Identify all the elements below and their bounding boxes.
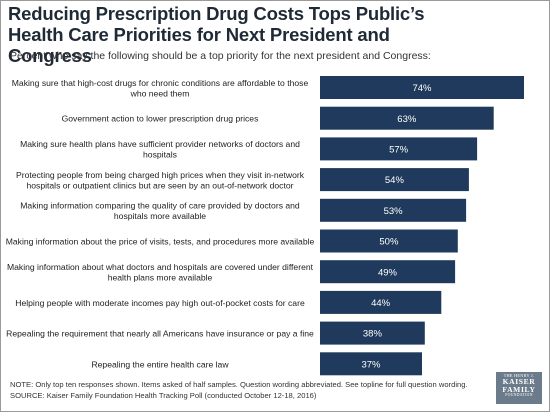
source-text: SOURCE: Kaiser Family Foundation Health … bbox=[10, 390, 317, 400]
bar-value-label: 74% bbox=[412, 83, 432, 94]
bar bbox=[320, 198, 467, 222]
chart-title: Reducing Prescription Drug Costs Tops Pu… bbox=[8, 3, 425, 66]
bar bbox=[320, 229, 458, 253]
chart-subtitle: Percent who say the following should be … bbox=[10, 50, 431, 62]
bar-value-label: 54% bbox=[385, 175, 405, 186]
category-label: Repealing the entire health care law bbox=[91, 359, 229, 369]
bar-value-label: 37% bbox=[361, 359, 381, 370]
category-label: Repealing the requirement that nearly al… bbox=[6, 329, 314, 339]
category-label: Making information about what doctors an… bbox=[7, 262, 314, 283]
category-label: Government action to lower prescription … bbox=[62, 114, 259, 124]
bar-value-label: 49% bbox=[378, 267, 398, 278]
bar bbox=[320, 352, 422, 376]
kff-logo: THE HENRY J. KAISER FAMILY FOUNDATION bbox=[496, 372, 542, 404]
bar bbox=[320, 137, 478, 161]
bar-value-label: 53% bbox=[384, 206, 404, 217]
bar bbox=[320, 168, 469, 192]
chart-footnotes: NOTE: Only top ten responses shown. Item… bbox=[10, 380, 500, 401]
category-label: Making sure that high-cost drugs for chr… bbox=[12, 78, 309, 99]
note-text: NOTE: Only top ten responses shown. Item… bbox=[10, 380, 468, 389]
bar-value-label: 57% bbox=[389, 145, 409, 156]
category-label: Protecting people from being charged hig… bbox=[16, 170, 305, 191]
category-label: Making sure health plans have sufficient… bbox=[20, 139, 300, 160]
bar-value-label: 44% bbox=[371, 298, 391, 309]
category-label: Making information comparing the quality… bbox=[20, 201, 300, 222]
bar bbox=[320, 260, 456, 284]
bar bbox=[320, 106, 494, 130]
bar-value-label: 63% bbox=[397, 114, 417, 125]
logo-line-3: FOUNDATION bbox=[505, 393, 533, 398]
bar-value-label: 38% bbox=[363, 329, 383, 340]
logo-line-2a: KAISER bbox=[502, 377, 536, 387]
bar-value-label: 50% bbox=[379, 237, 399, 248]
category-label: Helping people with moderate incomes pay… bbox=[15, 298, 305, 308]
bar bbox=[320, 76, 524, 99]
logo-line-1: THE HENRY J. bbox=[503, 373, 535, 378]
bar bbox=[320, 321, 425, 345]
category-label: Making information about the price of vi… bbox=[6, 237, 315, 247]
bar bbox=[320, 290, 442, 314]
logo-line-2b: FAMILY bbox=[502, 384, 536, 394]
